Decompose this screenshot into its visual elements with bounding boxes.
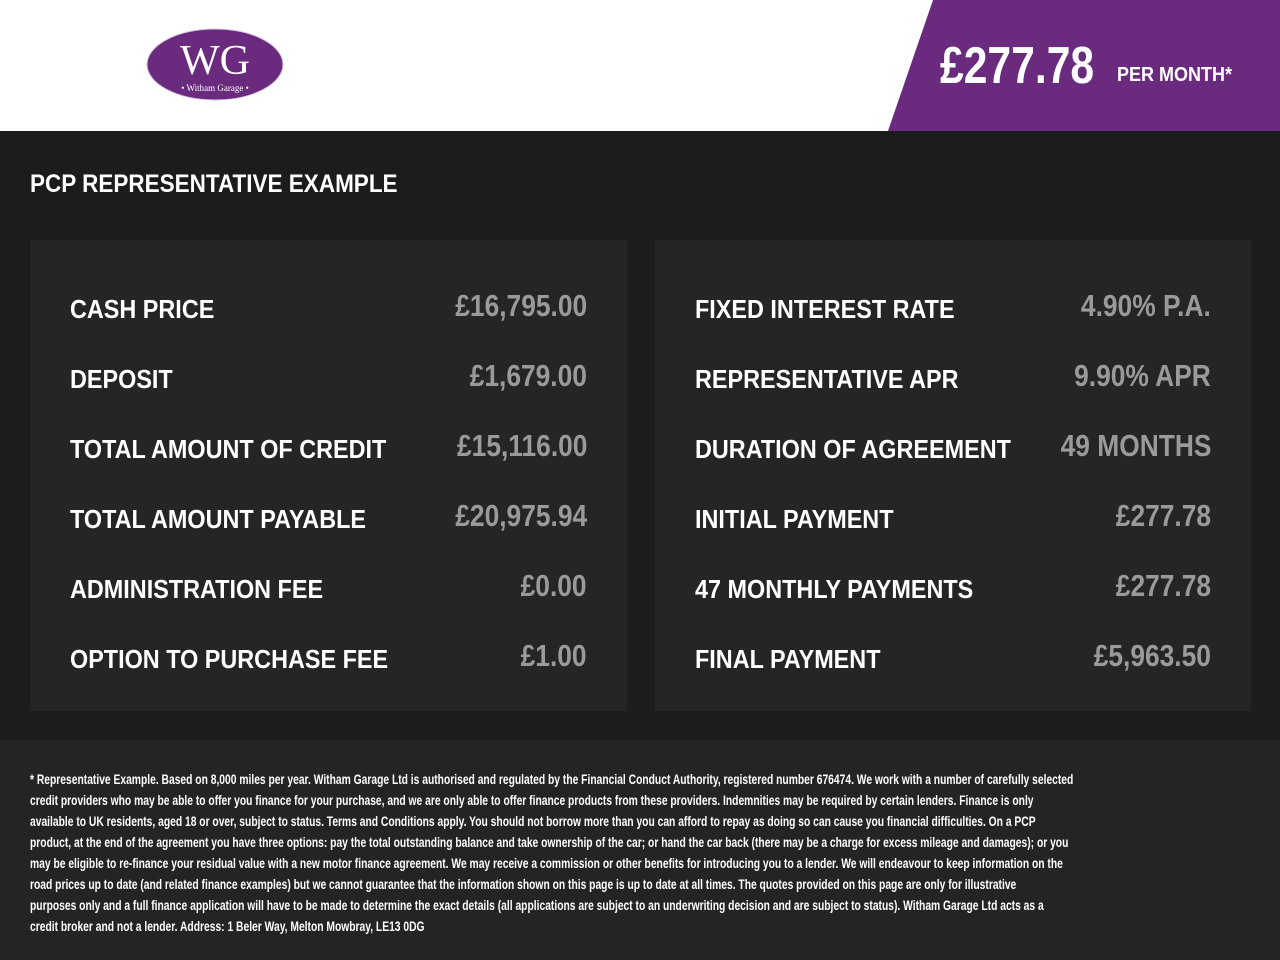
finance-row: DEPOSIT £1,679.00: [70, 358, 587, 398]
finance-row: FIXED INTEREST RATE 4.90% P.A.: [695, 288, 1211, 328]
finance-value: £1.00: [521, 638, 587, 673]
finance-label: FINAL PAYMENT: [695, 644, 881, 674]
disclaimer-footer: * Representative Example. Based on 8,000…: [0, 740, 1280, 960]
finance-label: OPTION TO PURCHASE FEE: [70, 644, 389, 674]
monthly-price-banner: [888, 0, 1280, 131]
finance-value: £20,975.94: [455, 498, 587, 533]
finance-label: INITIAL PAYMENT: [695, 504, 894, 534]
disclaimer-text: * Representative Example. Based on 8,000…: [30, 771, 1280, 939]
finance-row: TOTAL AMOUNT OF CREDIT £15,116.00: [70, 428, 587, 468]
disclaimer-line: credit providers who may be able to offe…: [30, 792, 1034, 808]
finance-value: £1,679.00: [469, 358, 587, 393]
svg-text:• Witham Garage •: • Witham Garage •: [181, 83, 249, 93]
disclaimer-line: road prices up to date (and related fina…: [30, 876, 1017, 892]
finance-row: TOTAL AMOUNT PAYABLE £20,975.94: [70, 498, 587, 538]
per-month-label: PER MONTH*: [1117, 64, 1233, 86]
finance-label: DEPOSIT: [70, 364, 173, 394]
finance-label: TOTAL AMOUNT PAYABLE: [70, 504, 367, 534]
finance-row: REPRESENTATIVE APR 9.90% APR: [695, 358, 1211, 398]
disclaimer-line: * Representative Example. Based on 8,000…: [30, 771, 1074, 787]
finance-row: INITIAL PAYMENT £277.78: [695, 498, 1211, 538]
monthly-price: £277.78: [940, 37, 1095, 95]
finance-row: ADMINISTRATION FEE £0.00: [70, 568, 587, 608]
disclaimer-line: available to UK residents, aged 18 or ov…: [30, 813, 1036, 829]
finance-row: CASH PRICE £16,795.00: [70, 288, 587, 328]
witham-garage-logo[interactable]: WG • Witham Garage •: [146, 28, 284, 101]
disclaimer-line: credit broker and not a lender. Address:…: [30, 918, 425, 934]
finance-label: REPRESENTATIVE APR: [695, 364, 959, 394]
finance-value: £277.78: [1115, 498, 1211, 533]
finance-row: OPTION TO PURCHASE FEE £1.00: [70, 638, 587, 678]
finance-label: DURATION OF AGREEMENT: [695, 434, 1011, 464]
finance-label: ADMINISTRATION FEE: [70, 574, 324, 604]
finance-row: FINAL PAYMENT £5,963.50: [695, 638, 1211, 678]
finance-value: £277.78: [1115, 568, 1211, 603]
finance-value: £0.00: [521, 568, 587, 603]
finance-label: TOTAL AMOUNT OF CREDIT: [70, 434, 387, 464]
finance-row: 47 MONTHLY PAYMENTS £277.78: [695, 568, 1211, 608]
finance-value: 9.90% APR: [1074, 358, 1211, 393]
finance-value: £5,963.50: [1093, 638, 1211, 673]
finance-value: £16,795.00: [455, 288, 587, 323]
finance-label: CASH PRICE: [70, 294, 215, 324]
finance-value: 4.90% P.A.: [1081, 288, 1211, 323]
svg-text:WG: WG: [180, 38, 250, 84]
finance-panel-right: FIXED INTEREST RATE 4.90% P.A. REPRESENTAT…: [655, 240, 1251, 711]
finance-value: 49 MONTHS: [1060, 428, 1211, 463]
disclaimer-line: may be eligible to re-finance your resid…: [30, 855, 1063, 871]
finance-panel-left: CASH PRICE £16,795.00 DEPOSIT £1,679.00 TOTA…: [30, 240, 627, 711]
disclaimer-line: purposes only and a full finance applica…: [30, 897, 1044, 913]
header: WG • Witham Garage • £277.78 PER MONTH*: [0, 0, 1280, 131]
finance-value: £15,116.00: [456, 428, 587, 463]
finance-label: FIXED INTEREST RATE: [695, 294, 955, 324]
finance-label: 47 MONTHLY PAYMENTS: [695, 574, 974, 604]
section-title: PCP REPRESENTATIVE EXAMPLE: [30, 170, 398, 198]
disclaimer-line: product, at the end of the agreement you…: [30, 834, 1069, 850]
finance-row: DURATION OF AGREEMENT 49 MONTHS: [695, 428, 1211, 468]
